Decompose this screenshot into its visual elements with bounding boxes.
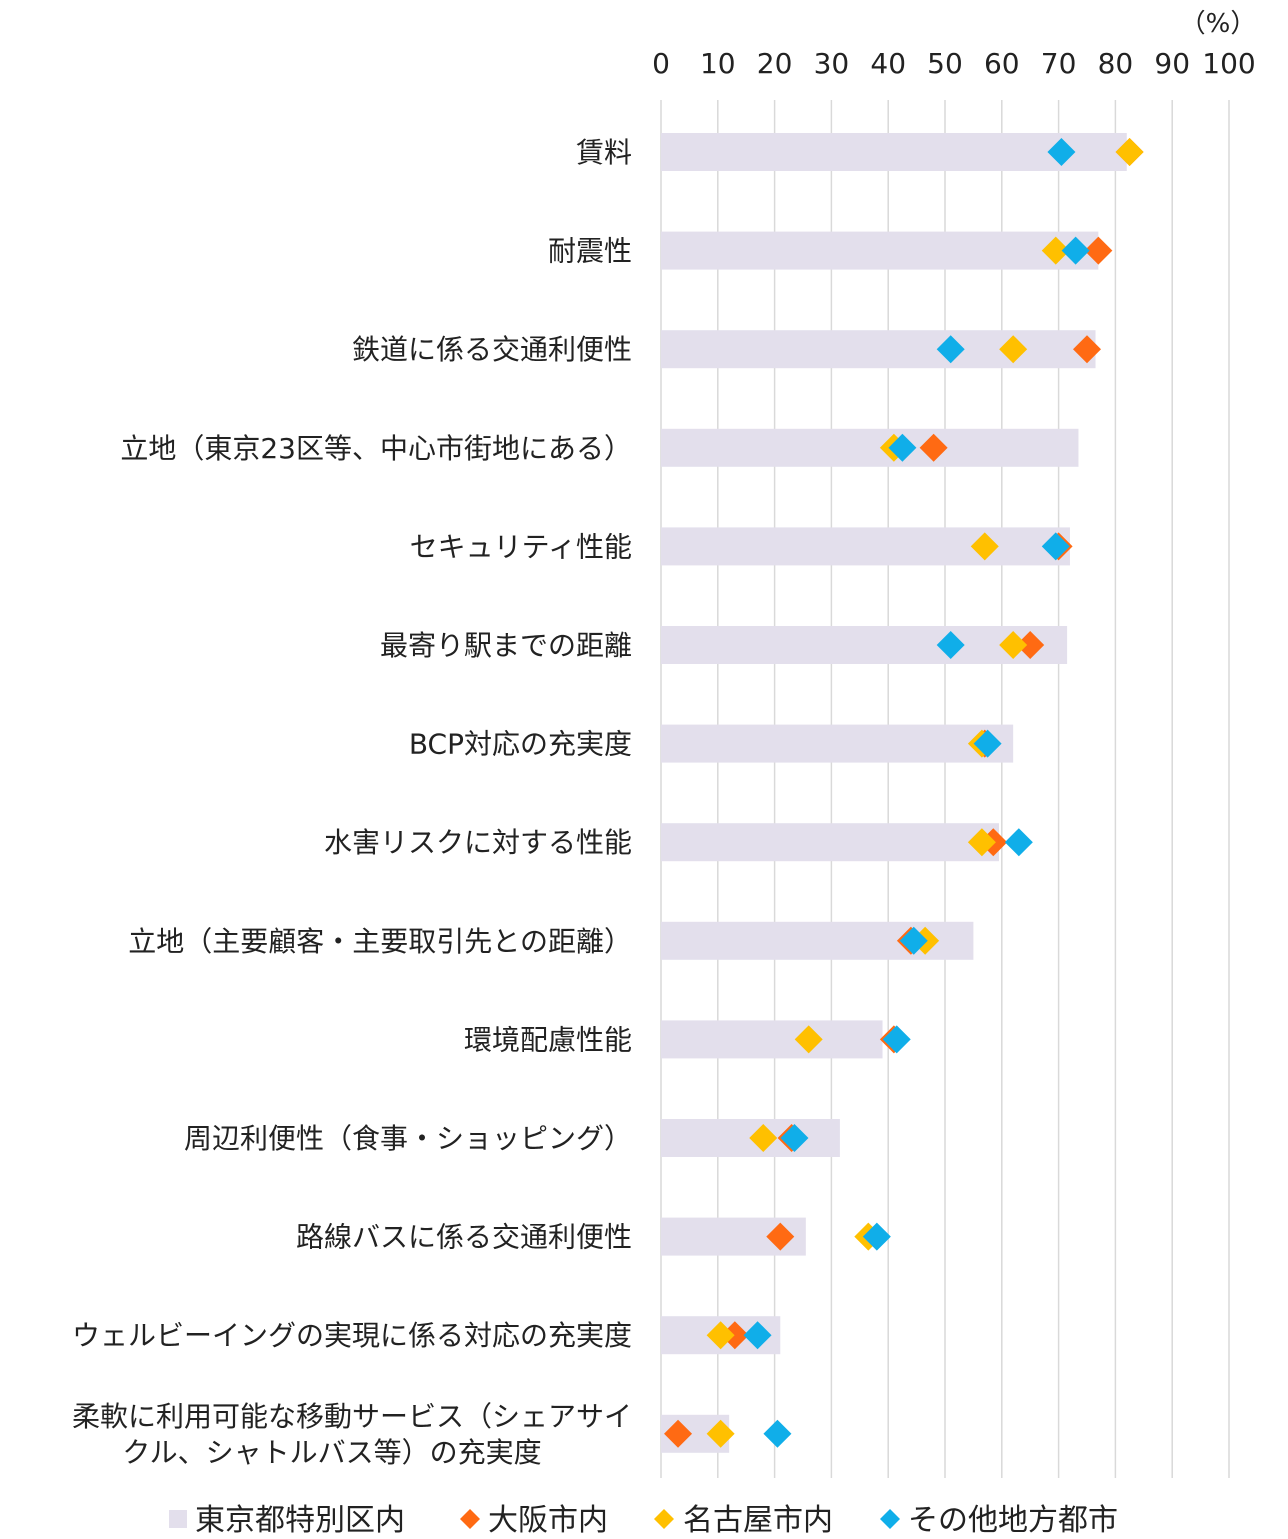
x-tick-label: 80 [1098, 47, 1134, 80]
legend-label: その他地方都市 [908, 1503, 1118, 1538]
x-tick-label: 70 [1041, 47, 1077, 80]
marker-series-3 [1041, 532, 1070, 561]
x-tick-label: 10 [700, 47, 736, 80]
marker-series-3 [899, 926, 928, 955]
marker-series-2 [706, 1419, 735, 1448]
x-tick-label: 100 [1202, 47, 1255, 80]
bars [661, 133, 1127, 1453]
marker-series-3 [936, 335, 965, 364]
category-label: 最寄り駅までの距離 [380, 629, 632, 662]
bar-tokyo [661, 823, 999, 862]
category-label: 鉄道に係る交通利便性 [352, 333, 632, 366]
marker-series-2 [749, 1124, 778, 1152]
category-label: セキュリティ性能 [410, 530, 632, 563]
marker-series-1 [919, 433, 948, 462]
marker-series-2 [1041, 236, 1070, 265]
legend-label: 名古屋市内 [683, 1503, 833, 1538]
marker-series-2 [794, 1025, 823, 1054]
legend-label: 大阪市内 [488, 1503, 608, 1538]
bar-tokyo [661, 724, 1014, 763]
marker-series-3 [973, 729, 1002, 758]
marker-series-1 [1016, 631, 1045, 659]
marker-series-1 [720, 1321, 749, 1350]
x-tick-label: 20 [757, 47, 793, 80]
category-label: BCP対応の充実度 [409, 728, 632, 761]
marker-series-1 [1084, 236, 1113, 265]
marker-series-2 [999, 631, 1028, 659]
category-label: 環境配慮性能 [464, 1023, 632, 1056]
x-tick-label: 90 [1154, 47, 1190, 80]
marker-series-1 [664, 1419, 693, 1448]
legend: 東京都特別区内 大阪市内 名古屋市内 その他地方都市 [169, 1503, 1118, 1538]
marker-series-3 [936, 631, 965, 659]
marker-series-2 [999, 335, 1028, 364]
marker-series-3 [1047, 138, 1076, 166]
bar-tokyo [661, 231, 1099, 270]
legend-marker [654, 1509, 674, 1529]
bar-tokyo [661, 527, 1070, 566]
bar-tokyo [661, 330, 1096, 369]
marker-series-1 [1073, 335, 1101, 364]
unit-label: （%） [1180, 9, 1257, 39]
marker-series-3 [763, 1419, 792, 1448]
marker-series-3 [1004, 828, 1033, 857]
marker-series-2 [967, 828, 996, 857]
category-label: 耐震性 [548, 235, 632, 268]
bar-tokyo [661, 428, 1079, 467]
marker-series-3 [882, 1025, 911, 1054]
marker-series-3 [862, 1222, 891, 1251]
category-label: 賃料 [576, 136, 632, 169]
grid [660, 100, 1230, 1478]
category-label: 立地（主要顧客・主要取引先との距離） [128, 925, 632, 958]
category-label: 立地（東京23区等、中心市街地にある） [120, 432, 632, 465]
x-tick-label: 30 [814, 47, 850, 80]
marker-series-2 [706, 1321, 735, 1350]
markers [664, 138, 1144, 1448]
x-tick-label: 60 [984, 47, 1020, 80]
x-axis-ticks: 0 10 20 30 40 50 60 70 80 90 100 [652, 47, 1256, 80]
marker-series-3 [743, 1321, 772, 1350]
bar-tokyo [661, 1020, 883, 1059]
category-label: 柔軟に利用可能な移動サービス（シェアサイ [72, 1400, 632, 1433]
marker-series-3 [1061, 236, 1090, 265]
category-label: クル、シャトルバス等）の充実度 [122, 1436, 541, 1469]
marker-series-2 [970, 532, 999, 561]
marker-series-3 [780, 1124, 809, 1152]
legend-swatch [169, 1510, 187, 1528]
category-label: ウェルビーイングの実現に係る対応の充実度 [72, 1319, 632, 1352]
x-tick-label: 0 [652, 47, 670, 80]
marker-series-2 [1115, 138, 1144, 166]
x-tick-label: 40 [870, 47, 906, 80]
marker-series-1 [766, 1222, 795, 1251]
x-tick-label: 50 [927, 47, 963, 80]
legend-label: 東京都特別区内 [195, 1503, 405, 1538]
category-label: 水害リスクに対する性能 [324, 826, 632, 859]
category-label: 路線バスに係る交通利便性 [296, 1221, 632, 1254]
legend-marker [460, 1509, 480, 1529]
category-label: 周辺利便性（食事・ショッピング） [184, 1122, 632, 1155]
marker-series-3 [888, 433, 917, 462]
legend-marker [880, 1509, 900, 1529]
